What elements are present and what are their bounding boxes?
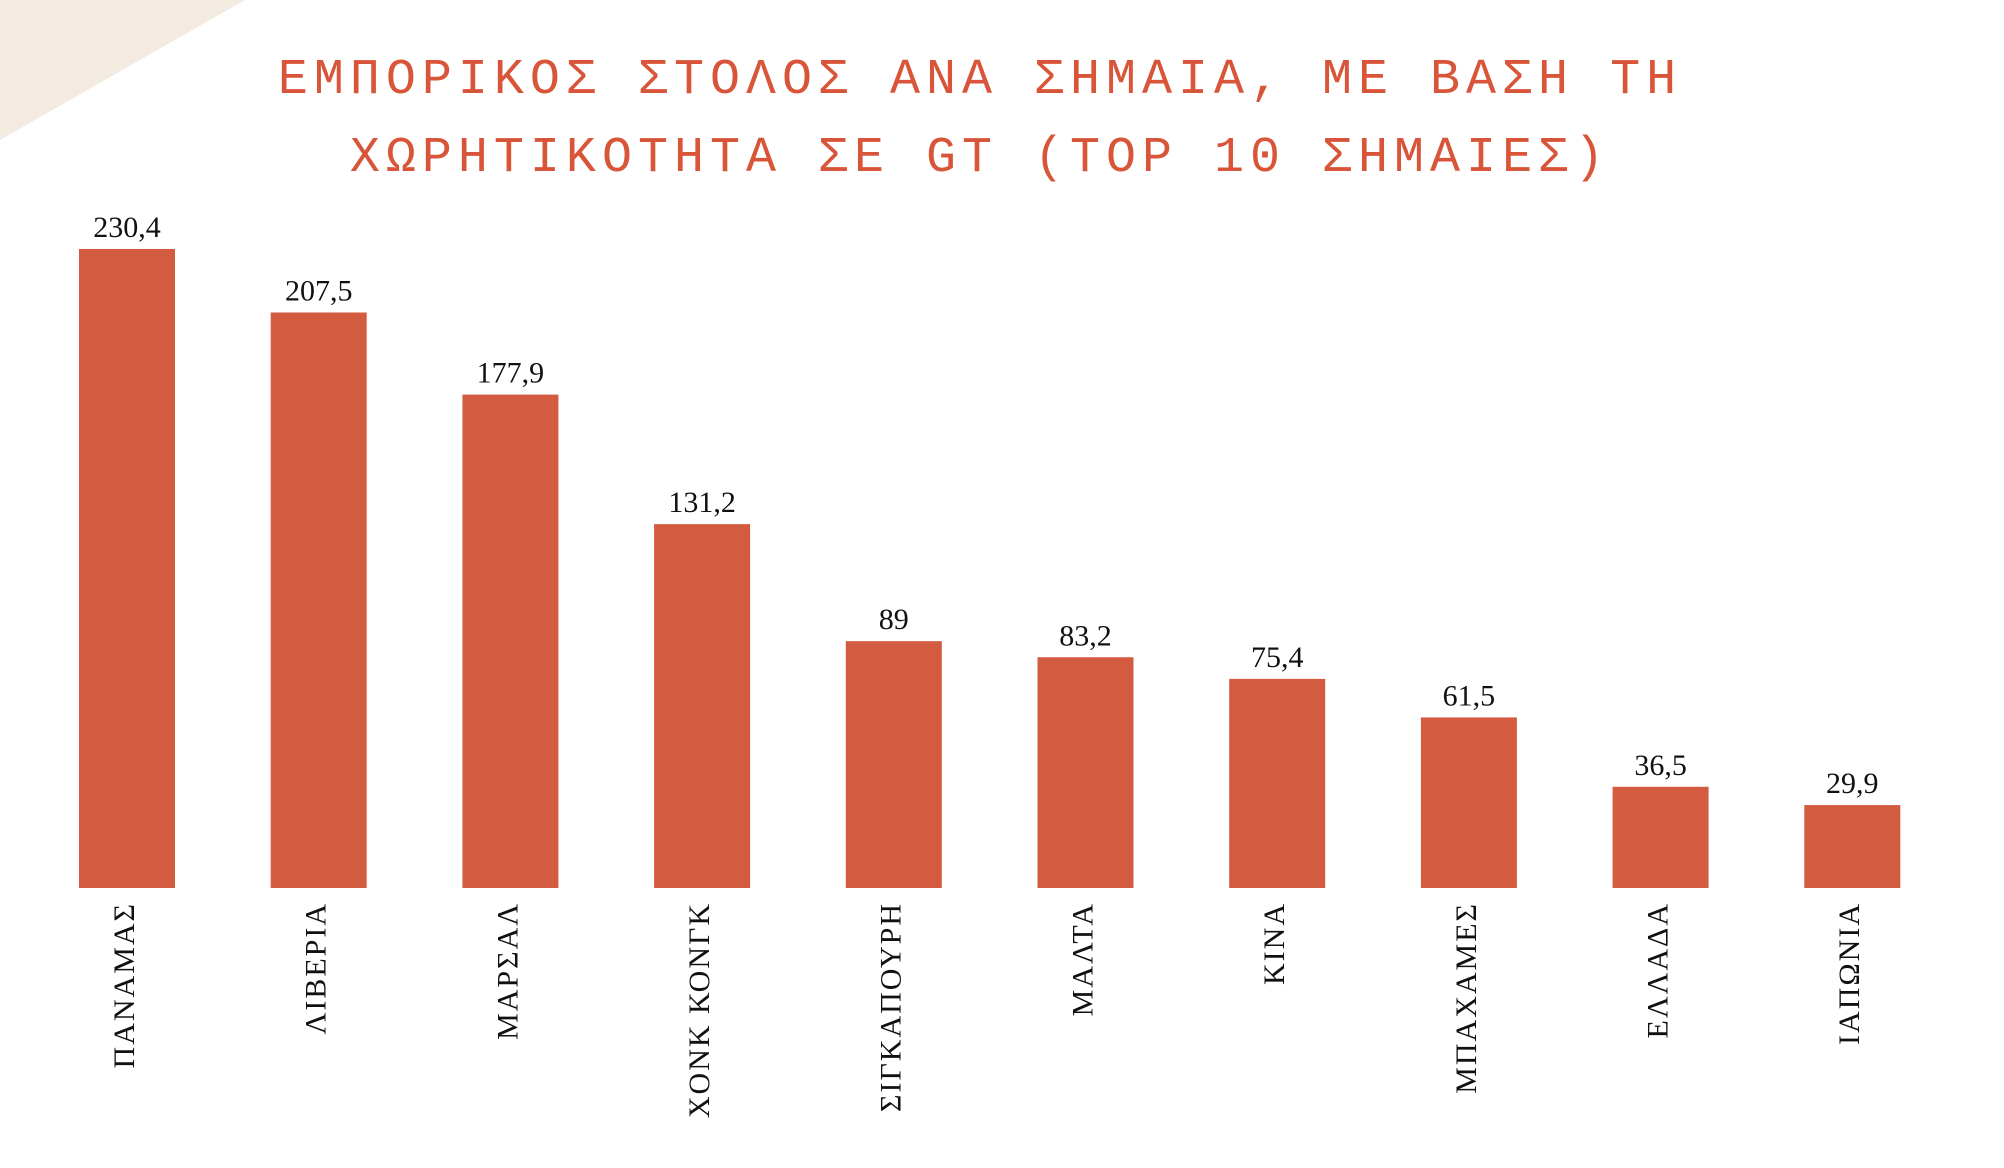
bar	[654, 524, 751, 888]
x-tick-label: ΜΠΑΧΑΜΕΣ	[1450, 902, 1483, 1094]
bar	[1229, 678, 1326, 888]
bar	[1037, 657, 1134, 888]
data-label: 207,5	[285, 275, 353, 308]
x-tick-label: ΕΛΛΑΔΑ	[1641, 902, 1674, 1038]
data-label: 89	[879, 603, 909, 636]
data-label: 36,5	[1634, 749, 1687, 782]
data-label: 29,9	[1826, 767, 1879, 800]
data-label: 177,9	[477, 357, 545, 390]
x-tick-label: ΜΑΡΣΑΛ	[491, 902, 524, 1040]
chart-title: ΕΜΠΟΡΙΚΟΣ ΣΤΟΛΟΣ ΑΝΑ ΣΗΜΑΙΑ, ΜΕ ΒΑΣΗ ΤΗ …	[277, 52, 1683, 187]
bar	[845, 641, 942, 888]
x-tick-label: ΧΟΝΚ ΚΟΝΓΚ	[683, 902, 716, 1118]
data-label: 230,4	[93, 211, 161, 244]
bar	[270, 312, 367, 888]
x-tick-label: ΙΑΠΩΝΙΑ	[1833, 902, 1866, 1045]
data-label: 83,2	[1059, 619, 1112, 652]
bar	[1420, 717, 1517, 888]
x-tick-label: ΛΙΒΕΡΙΑ	[300, 902, 333, 1034]
bar	[462, 394, 559, 888]
data-label: 131,2	[668, 486, 736, 519]
x-tick-label: ΠΑΝΑΜΑΣ	[108, 902, 141, 1068]
bar	[1612, 786, 1709, 888]
x-tick-label: ΣΙΓΚΑΠΟΥΡΗ	[875, 902, 908, 1112]
data-label: 75,4	[1251, 641, 1304, 674]
decoration	[0, 0, 245, 140]
bar	[79, 249, 175, 888]
bar	[1804, 805, 1901, 888]
data-label: 61,5	[1443, 679, 1496, 712]
x-tick-label: ΜΑΛΤΑ	[1066, 902, 1099, 1016]
x-tick-label: ΚΙΝΑ	[1258, 902, 1291, 985]
